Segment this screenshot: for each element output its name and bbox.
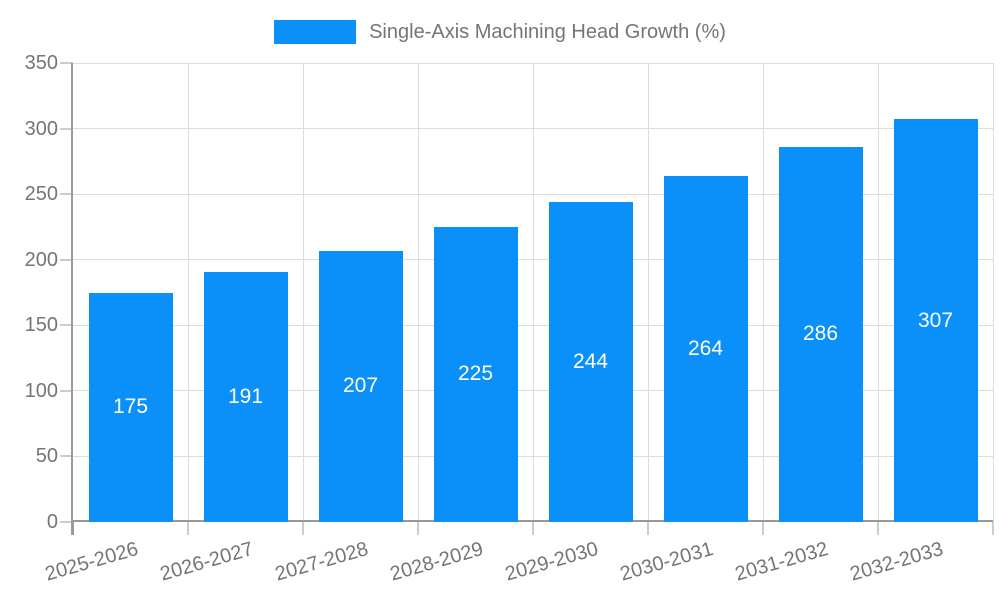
x-gridline	[877, 63, 879, 522]
bar-value-label: 175	[112, 395, 149, 419]
x-gridline	[762, 63, 764, 522]
bar	[88, 292, 173, 522]
x-tick-label: 2028-2029	[387, 538, 486, 586]
x-tick-label: 2025-2026	[42, 538, 141, 586]
x-gridline	[647, 63, 649, 522]
y-tick-label: 350	[24, 52, 58, 74]
bar-value-label: 225	[457, 362, 494, 386]
x-tick-label: 2026-2027	[157, 538, 256, 586]
y-tick-mark	[60, 62, 73, 64]
bar	[663, 175, 748, 522]
x-gridline	[302, 63, 304, 522]
bar	[893, 119, 978, 522]
bar	[318, 250, 403, 522]
y-tick-label: 50	[35, 445, 58, 468]
chart-legend[interactable]: Single-Axis Machining Head Growth (%)	[0, 20, 1000, 44]
bar-value-label: 264	[687, 336, 724, 360]
bar	[778, 146, 863, 522]
x-tick-mark	[762, 522, 764, 535]
y-tick-mark	[60, 521, 73, 523]
x-tick-label: 2031-2032	[732, 538, 831, 586]
x-gridline	[187, 63, 189, 522]
y-tick-mark	[60, 127, 73, 130]
y-tick-mark	[60, 193, 73, 196]
y-tick-label: 250	[24, 183, 58, 206]
bar-value-label: 286	[802, 322, 839, 346]
x-tick-mark	[877, 522, 879, 535]
x-gridline	[532, 63, 534, 522]
x-tick-mark	[72, 522, 74, 535]
y-tick-mark	[60, 455, 73, 458]
x-tick-label: 2032-2033	[847, 538, 946, 586]
x-tick-label: 2027-2028	[272, 538, 371, 586]
legend-swatch	[274, 20, 357, 44]
bar	[433, 226, 518, 522]
x-axis-line	[71, 520, 993, 522]
y-axis-line	[71, 63, 73, 535]
x-tick-mark	[647, 522, 649, 535]
y-tick-label: 300	[24, 117, 58, 140]
y-tick-label: 0	[46, 511, 58, 533]
x-tick-mark	[992, 522, 994, 535]
y-tick-label: 150	[24, 314, 58, 337]
x-tick-mark	[532, 522, 534, 535]
x-tick-mark	[302, 522, 304, 535]
x-tick-mark	[187, 522, 189, 535]
bar-value-label: 207	[342, 374, 379, 398]
y-tick-label: 100	[24, 379, 58, 402]
y-tick-mark	[60, 389, 73, 392]
x-tick-label: 2030-2031	[617, 538, 716, 586]
y-tick-label: 200	[24, 248, 58, 271]
legend-label: Single-Axis Machining Head Growth (%)	[369, 20, 726, 43]
y-tick-mark	[60, 258, 73, 261]
bar-value-label: 244	[572, 350, 609, 373]
bar	[203, 271, 288, 522]
x-tick-label: 2029-2030	[502, 538, 601, 586]
bar-value-label: 191	[227, 384, 264, 408]
x-gridline	[992, 63, 994, 522]
x-gridline	[417, 63, 419, 522]
bar	[548, 202, 633, 522]
x-tick-mark	[417, 522, 419, 535]
y-tick-mark	[60, 324, 73, 327]
bar-value-label: 307	[917, 308, 954, 332]
